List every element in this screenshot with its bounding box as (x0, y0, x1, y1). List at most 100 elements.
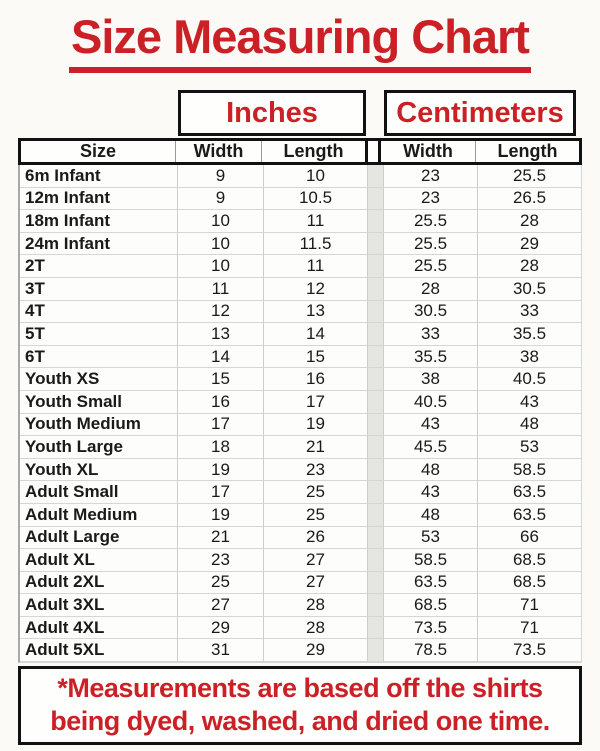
cell-width-inches: 10 (177, 232, 263, 256)
table-row: Adult 3XL 27 28 68.5 71 (20, 594, 581, 617)
table-header-row: Size Width Length Width Length (18, 138, 582, 165)
cell-size-label: Youth XL (20, 459, 177, 482)
table-row: Adult Medium 19 25 48 63.5 (20, 503, 581, 527)
footnote-line-1: *Measurements are based off the shirts (57, 673, 543, 703)
cell-length-cm: 63.5 (477, 481, 581, 504)
table-row: Adult XL 23 27 58.5 68.5 (20, 549, 581, 572)
cell-length-cm: 71 (477, 594, 581, 617)
table-row: 5T 13 14 33 35.5 (20, 323, 581, 346)
cell-length-cm: 26.5 (477, 187, 581, 211)
column-header-width-cm: Width (403, 141, 453, 161)
column-gap (367, 232, 383, 256)
cell-width-inches: 9 (177, 165, 263, 188)
cell-length-inches: 25 (263, 481, 367, 504)
cell-width-cm: 68.5 (383, 594, 477, 617)
cell-length-inches: 28 (263, 594, 367, 617)
cell-width-cm: 43 (383, 413, 477, 437)
column-gap (367, 594, 383, 617)
cell-length-cm: 71 (477, 616, 581, 640)
column-gap (367, 368, 383, 391)
cell-size-label: Adult 3XL (20, 594, 177, 617)
cell-width-inches: 15 (177, 368, 263, 391)
table-row: Youth XL 19 23 48 58.5 (20, 458, 581, 482)
cell-length-cm: 53 (477, 436, 581, 459)
cell-length-cm: 33 (477, 300, 581, 324)
cell-width-cm: 30.5 (383, 300, 477, 324)
table-row: Youth XS 15 16 38 40.5 (20, 368, 581, 391)
cell-length-cm: 63.5 (477, 503, 581, 527)
cell-width-inches: 14 (177, 345, 263, 369)
cell-length-inches: 12 (263, 277, 367, 301)
cell-size-label: 6T (20, 346, 177, 369)
cell-size-label: 2T (20, 255, 177, 278)
cell-width-cm: 48 (383, 458, 477, 482)
table-row: Adult 4XL 29 28 73.5 71 (20, 616, 581, 640)
cell-width-inches: 17 (177, 413, 263, 437)
column-header-size: Size (79, 141, 117, 161)
column-gap (367, 255, 383, 278)
column-gap (367, 503, 383, 527)
centimeters-label: Centimeters (396, 96, 564, 129)
page-title-text: Size Measuring Chart (69, 8, 531, 73)
table-row: Adult Small 17 25 43 63.5 (20, 481, 581, 504)
cell-length-inches: 17 (263, 390, 367, 414)
cell-length-inches: 11 (263, 210, 367, 233)
table-row: 12m Infant 9 10.5 23 26.5 (20, 187, 581, 211)
cell-width-inches: 29 (177, 616, 263, 640)
cell-size-label: Youth Large (20, 436, 177, 459)
column-gap (367, 210, 383, 233)
cell-length-inches: 15 (263, 345, 367, 369)
cell-length-cm: 68.5 (477, 571, 581, 595)
size-table: Inches Centimeters Size Width Length Wid… (18, 90, 582, 664)
column-gap (367, 436, 383, 459)
cell-width-inches: 9 (177, 187, 263, 211)
cell-length-cm: 66 (477, 526, 581, 550)
cell-length-cm: 58.5 (477, 458, 581, 482)
cell-length-cm: 40.5 (477, 368, 581, 391)
column-gap (367, 345, 383, 369)
cell-length-inches: 21 (263, 436, 367, 459)
column-header-length-cm: Length (475, 141, 579, 162)
cell-length-cm: 48 (477, 413, 581, 437)
column-gap (367, 300, 383, 324)
cell-length-cm: 29 (477, 232, 581, 256)
table-row: 4T 12 13 30.5 33 (20, 300, 581, 324)
cell-width-inches: 10 (177, 210, 263, 233)
column-gap (367, 549, 383, 572)
cell-width-inches: 12 (177, 300, 263, 324)
cell-size-label: Youth Small (20, 391, 177, 414)
table-row: 2T 10 11 25.5 28 (20, 255, 581, 278)
centimeters-header-box: Centimeters (384, 90, 576, 136)
header-column-gap (365, 141, 381, 162)
cell-length-cm: 43 (477, 390, 581, 414)
cell-size-label: Youth Medium (20, 414, 177, 437)
cell-length-inches: 27 (263, 549, 367, 572)
cell-length-inches: 11.5 (263, 232, 367, 256)
table-row: Adult 2XL 25 27 63.5 68.5 (20, 571, 581, 595)
footnote-line-2: being dyed, washed, and dried one time. (50, 706, 550, 736)
cell-width-cm: 43 (383, 481, 477, 504)
cell-length-cm: 38 (477, 345, 581, 369)
cell-length-inches: 26 (263, 526, 367, 550)
cell-width-cm: 38 (383, 368, 477, 391)
column-gap (367, 639, 383, 663)
cell-size-label: 12m Infant (20, 188, 177, 211)
cell-width-cm: 53 (383, 526, 477, 550)
cell-length-inches: 23 (263, 458, 367, 482)
cell-width-cm: 78.5 (383, 639, 477, 663)
cell-length-inches: 28 (263, 616, 367, 640)
table-row: 6T 14 15 35.5 38 (20, 345, 581, 369)
cell-length-inches: 29 (263, 639, 367, 663)
column-gap (367, 571, 383, 595)
cell-length-inches: 16 (263, 368, 367, 391)
cell-size-label: Youth XS (20, 368, 177, 391)
cell-size-label: Adult Medium (20, 504, 177, 527)
cell-length-inches: 13 (263, 300, 367, 324)
cell-width-cm: 33 (383, 323, 477, 346)
cell-width-inches: 16 (177, 390, 263, 414)
cell-size-label: Adult Large (20, 527, 177, 550)
inches-header-box: Inches (178, 90, 366, 136)
cell-length-cm: 28 (477, 210, 581, 233)
column-gap (367, 277, 383, 301)
cell-length-cm: 68.5 (477, 549, 581, 572)
